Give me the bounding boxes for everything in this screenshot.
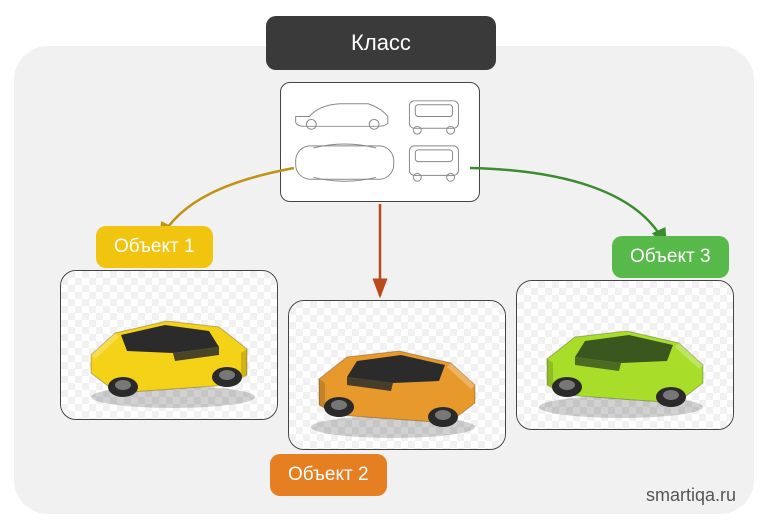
watermark: smartiqa.ru: [646, 485, 736, 506]
car-icon: [293, 305, 501, 445]
object-card: [288, 300, 506, 450]
class-label: Класс: [351, 30, 411, 56]
object-card: [516, 280, 734, 430]
object-label: Объект 3: [612, 236, 729, 278]
car-icon: [521, 285, 729, 425]
blueprint-box: [280, 82, 480, 202]
object-label: Объект 1: [96, 226, 213, 268]
car-icon: [65, 275, 273, 415]
object-label: Объект 2: [270, 454, 387, 496]
object-card: [60, 270, 278, 420]
blueprint-icon: [289, 91, 471, 193]
class-box: Класс: [266, 16, 496, 70]
